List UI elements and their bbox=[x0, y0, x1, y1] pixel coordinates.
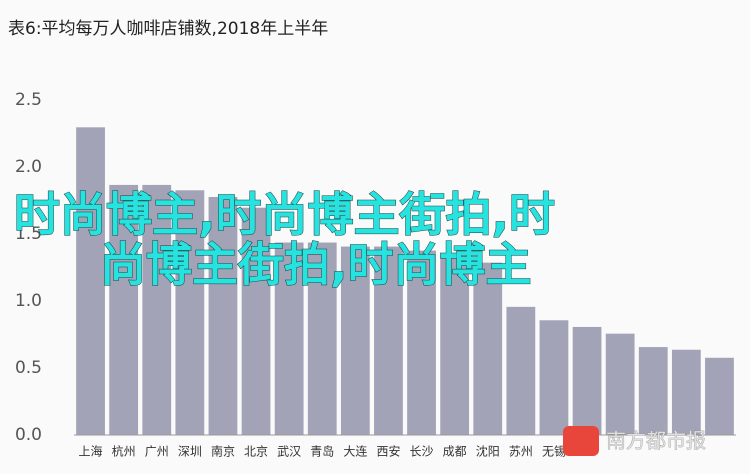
bar bbox=[538, 319, 570, 436]
x-tick-label: 广州 bbox=[145, 445, 169, 459]
bar bbox=[75, 126, 106, 436]
bar bbox=[240, 206, 272, 436]
bar bbox=[439, 254, 471, 436]
watermark: 尚博主街拍,时尚博主 bbox=[100, 238, 531, 292]
bar bbox=[141, 183, 173, 436]
bar bbox=[174, 189, 206, 436]
chart-title: 表6:平均每万人咖啡店铺数,2018年上半年 bbox=[8, 19, 328, 39]
y-tick-label: 0.5 bbox=[15, 358, 42, 378]
bar bbox=[273, 241, 305, 436]
x-tick-label: 西安 bbox=[376, 444, 400, 459]
x-tick-label: 沈阳 bbox=[476, 444, 500, 459]
x-tick-label: 南京 bbox=[211, 444, 235, 459]
bar bbox=[604, 332, 636, 436]
x-tick-label: 苏州 bbox=[509, 445, 533, 459]
x-tick-label: 深圳 bbox=[178, 445, 202, 459]
x-tick-label: 上海 bbox=[79, 444, 103, 459]
bar bbox=[637, 346, 669, 436]
x-tick-label: 长沙 bbox=[410, 445, 434, 459]
x-tick-label: 青岛 bbox=[310, 444, 334, 459]
y-tick-label: 2.0 bbox=[15, 157, 42, 177]
x-tick-label: 大连 bbox=[343, 444, 367, 459]
bar bbox=[571, 325, 603, 436]
bar bbox=[108, 183, 140, 436]
logo-icon bbox=[563, 426, 599, 456]
x-tick-label: 北京 bbox=[244, 445, 268, 459]
bar bbox=[306, 241, 338, 436]
bar bbox=[472, 261, 504, 436]
bar bbox=[704, 356, 735, 436]
x-tick-label: 成都 bbox=[443, 445, 467, 459]
bar bbox=[670, 348, 702, 436]
watermark: 时尚博主,时尚博主街拍,时 bbox=[14, 188, 555, 242]
x-tick-label: 武汉 bbox=[277, 445, 301, 459]
y-tick-label: 1.5 bbox=[15, 224, 42, 244]
plot: 0.0 0.5 1.0 1.5 2.0 2.5 上海 杭州 广州 深圳 南京 北京 武汉 青岛 大连 西安 长沙… bbox=[15, 90, 736, 459]
y-tick-label: 1.0 bbox=[15, 291, 42, 311]
bar bbox=[339, 245, 371, 436]
bar bbox=[207, 195, 239, 436]
bar bbox=[373, 245, 404, 436]
logo-text: 南方都市报 bbox=[606, 429, 706, 453]
bar bbox=[505, 305, 537, 436]
y-tick-label: 2.5 bbox=[15, 90, 42, 110]
x-tick-label: 杭州 bbox=[112, 444, 136, 459]
x-tick-label: 无锡 bbox=[542, 444, 566, 459]
y-tick-label: 0.0 bbox=[15, 425, 42, 445]
bar bbox=[406, 249, 437, 436]
